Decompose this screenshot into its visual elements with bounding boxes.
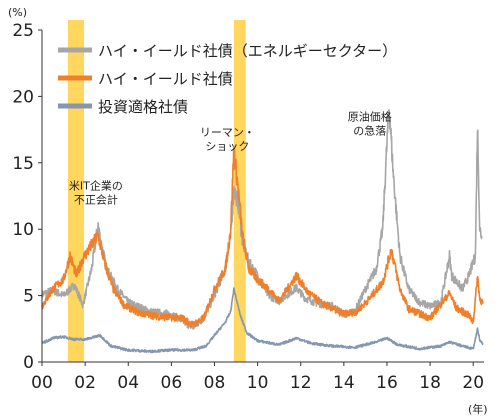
y-axis-unit: (%): [8, 6, 27, 19]
series-line-0: [41, 109, 483, 330]
legend-label: 投資適格社債: [98, 98, 188, 116]
x-tick-label: 12: [290, 373, 312, 393]
axes: [41, 30, 484, 363]
y-tick-label: 25: [12, 21, 34, 41]
x-tick-label: 16: [376, 373, 398, 393]
x-tick-label: 04: [117, 373, 139, 393]
y-tick-label: 10: [12, 220, 34, 240]
annotation-text: の急落: [353, 123, 386, 137]
annotation-text: 不正会計: [74, 192, 118, 206]
x-tick-label: 18: [419, 373, 441, 393]
y-tick-label: 20: [12, 87, 34, 107]
y-tick-label: 15: [12, 154, 34, 174]
x-tick-label: 20: [462, 373, 484, 393]
y-tick-label: 0: [23, 353, 34, 373]
x-tick-label: 08: [204, 373, 226, 393]
x-axis-unit: (年): [468, 402, 488, 416]
annotation-text: 米IT企業の: [69, 178, 123, 192]
series-line-1: [41, 145, 484, 328]
tick-labels: 0 5 10 15 20 25 00 02 04 06 08 10 12 14 16 18 20: [12, 21, 484, 393]
legend-label: ハイ・イールド社債: [98, 70, 233, 88]
highlight-band: [233, 20, 246, 362]
x-tick-label: 02: [74, 373, 96, 393]
x-tick-label: 10: [247, 373, 269, 393]
series-lines: [41, 109, 484, 354]
legend-label: ハイ・イールド社債（エネルギーセクター）: [98, 42, 397, 60]
annotation-text: 原油価格: [348, 109, 392, 123]
series-line-2: [41, 287, 484, 354]
x-tick-label: 14: [333, 373, 355, 393]
y-tick-label: 5: [23, 287, 34, 307]
annotation-text: ショック: [205, 140, 249, 153]
x-tick-label: 06: [161, 373, 183, 393]
annotation-text: リーマン・: [200, 126, 255, 139]
x-tick-label: 00: [31, 373, 53, 393]
